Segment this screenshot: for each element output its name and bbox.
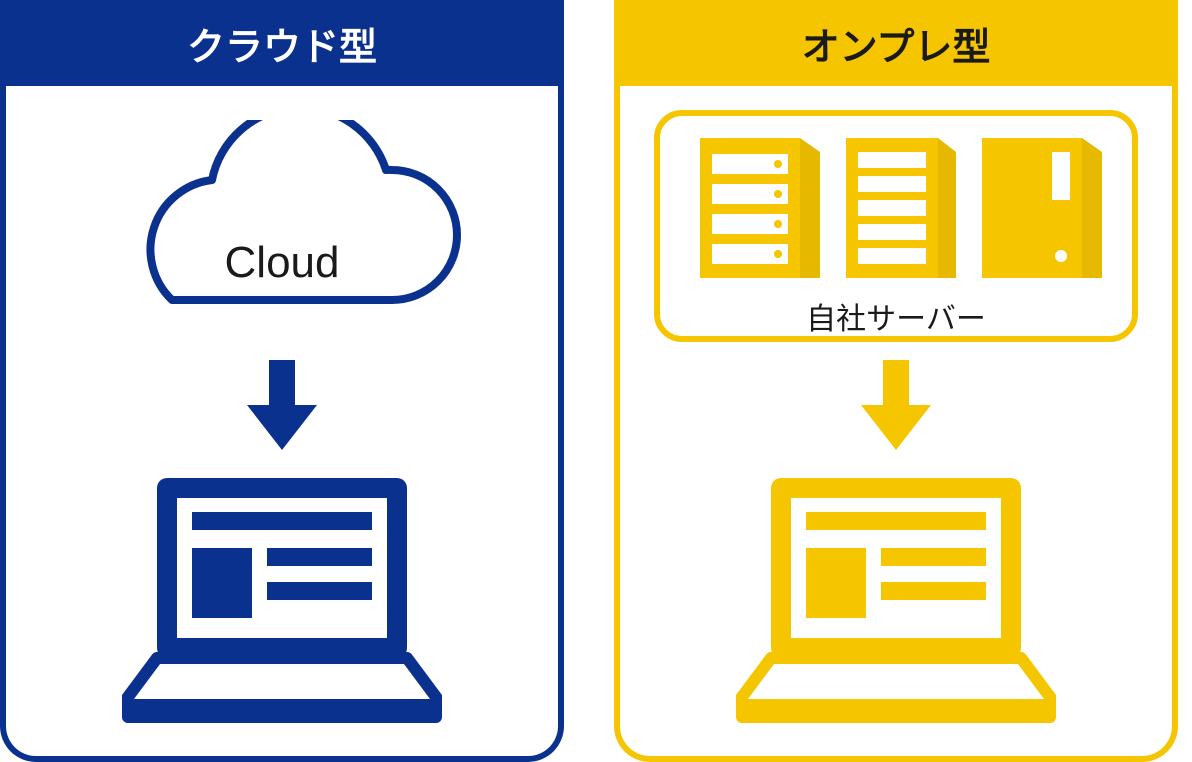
server-rack-icon	[846, 138, 956, 278]
laptop-icon	[736, 470, 1056, 730]
cloud-label: Cloud	[92, 238, 472, 288]
server-rack-icon	[700, 138, 820, 278]
diagram-root: クラウド型 Cloud	[0, 0, 1192, 762]
panel-cloud-title: クラウド型	[187, 16, 377, 71]
panel-onprem: オンプレ型	[614, 0, 1178, 762]
panel-cloud: クラウド型 Cloud	[0, 0, 564, 762]
cloud-icon: Cloud	[92, 120, 472, 350]
server-group-label: 自社サーバー	[660, 294, 1132, 338]
server-tower-icon	[982, 138, 1102, 278]
laptop-icon	[122, 470, 442, 730]
arrow-down-icon	[861, 360, 931, 450]
arrow-down-icon	[247, 360, 317, 450]
panel-onprem-title: オンプレ型	[802, 16, 991, 71]
server-group: 自社サーバー	[654, 110, 1138, 342]
